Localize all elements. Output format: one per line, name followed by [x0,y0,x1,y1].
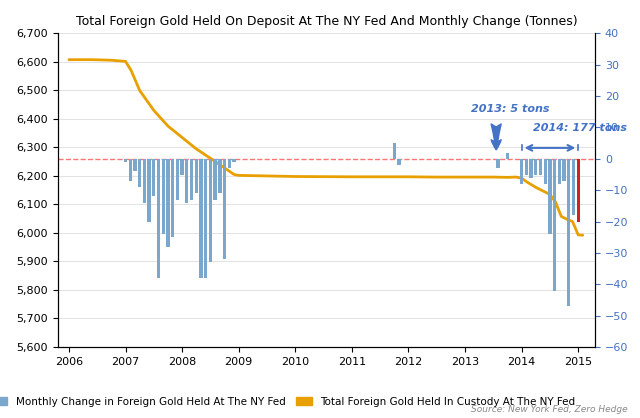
Bar [534,159,538,175]
Bar [161,159,165,234]
Bar [180,159,184,175]
Bar [129,159,132,181]
Bar [223,159,226,259]
Bar [218,159,221,193]
Bar [557,159,561,184]
Title: Total Foreign Gold Held On Deposit At The NY Fed And Monthly Change (Tonnes): Total Foreign Gold Held On Deposit At Th… [76,15,577,28]
Bar [213,159,217,199]
Bar [543,159,547,184]
Bar [199,159,203,278]
Bar [539,159,542,175]
Bar [195,159,198,193]
Bar [228,159,231,168]
Legend: Monthly Change in Foreign Gold Held At The NY Fed, Total Foreign Gold Held In Cu: Monthly Change in Foreign Gold Held At T… [0,393,579,411]
Bar [548,159,552,234]
Bar [176,159,179,199]
Bar [520,159,524,184]
Text: 2013: 5 tons: 2013: 5 tons [470,104,549,114]
Bar [529,159,532,178]
Bar [553,159,556,291]
Bar [497,159,500,168]
Bar [397,159,401,165]
Bar [190,159,193,199]
Bar [572,159,575,215]
Bar [138,159,141,187]
Bar [392,143,396,159]
Bar [147,159,151,222]
Bar [563,159,566,181]
Bar [133,159,137,171]
Bar [204,159,207,278]
Bar [152,159,156,196]
Bar [506,153,509,159]
Bar [525,159,528,175]
Bar [567,159,570,306]
Bar [124,159,127,162]
Bar [209,159,212,263]
Bar [185,159,189,203]
Text: 2014: 177 tons: 2014: 177 tons [533,122,627,133]
Bar [157,159,160,278]
Bar [577,159,580,222]
Bar [166,159,170,247]
Bar [143,159,146,203]
Text: Source: New York Fed, Zero Hedge: Source: New York Fed, Zero Hedge [470,405,627,414]
Bar [171,159,174,237]
Bar [232,159,236,162]
